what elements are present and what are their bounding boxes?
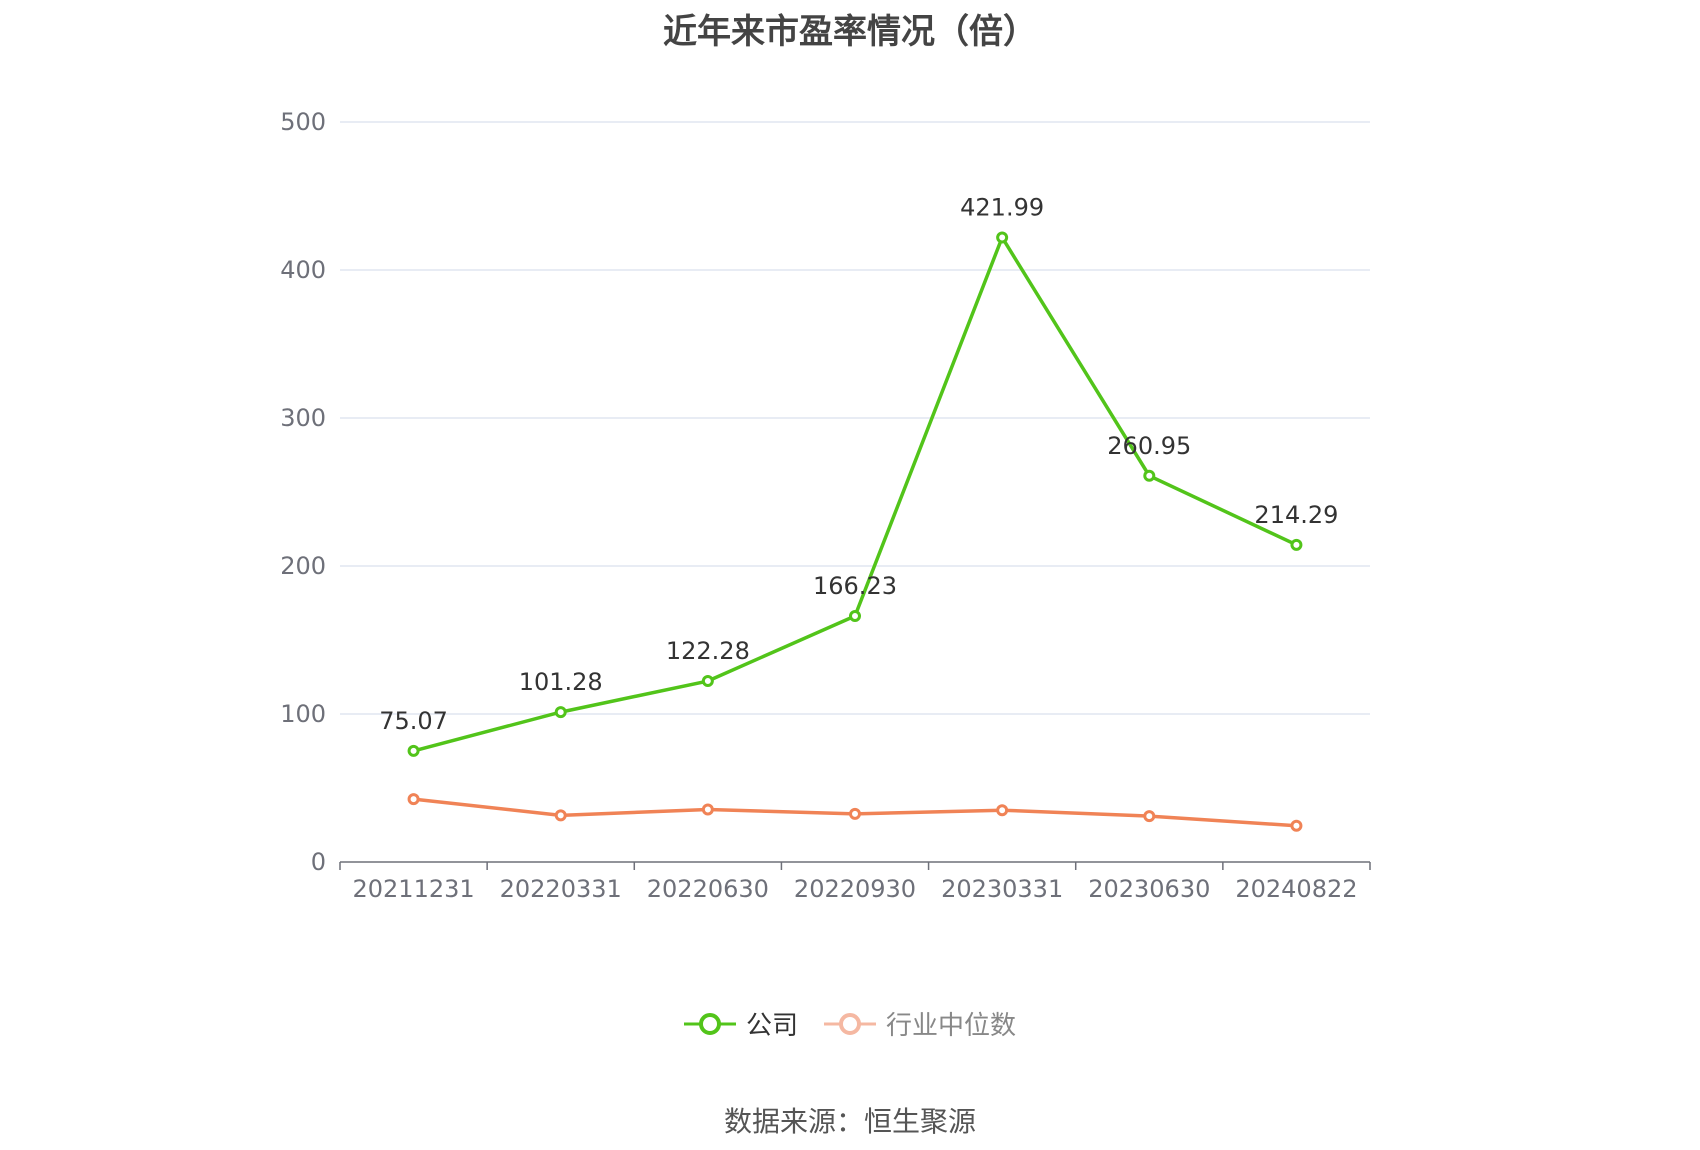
legend-label-company: 公司 [745, 1011, 798, 1041]
data-point-industry-median [849, 807, 861, 820]
data-point-company [1143, 469, 1156, 482]
x-tick-label: 20230630 [1088, 875, 1210, 903]
legend-item-company[interactable]: 公司 [683, 1005, 798, 1042]
data-point-company [849, 609, 861, 622]
y-tick-label: 200 [280, 552, 326, 580]
data-point-company [1290, 538, 1303, 551]
y-tick-label: 400 [280, 256, 326, 284]
data-label: 166.23 [813, 572, 897, 600]
x-tick-label: 20220331 [500, 875, 622, 903]
data-point-industry-median [701, 803, 714, 816]
legend-marker-industry-median [824, 1012, 876, 1035]
y-tick-label: 500 [280, 108, 326, 136]
x-tick-label: 20230331 [941, 875, 1063, 903]
x-tick-label: 20220630 [647, 875, 769, 903]
legend: 公司 行业中位数 [0, 1005, 1700, 1042]
y-tick-label: 0 [311, 848, 326, 876]
legend-label-industry-median: 行业中位数 [886, 1011, 1017, 1041]
data-point-industry-median [407, 793, 420, 806]
data-label: 421.99 [960, 193, 1044, 221]
y-tick-label: 100 [280, 700, 326, 728]
data-label: 260.95 [1107, 432, 1191, 460]
data-label-layer: 75.07 101.28 122.28 166.23 421.99 260.95 214.2… [379, 193, 1338, 734]
x-tick-label: 20220930 [794, 875, 916, 903]
x-tick-label: 20240822 [1235, 875, 1357, 903]
data-point-industry-median [554, 809, 567, 822]
x-tick-label: 20211231 [352, 875, 474, 903]
data-point-company [701, 675, 714, 688]
data-point-company [407, 744, 420, 757]
chart-title: 近年来市盈率情况（倍） [663, 12, 1037, 52]
grid-layer [340, 121, 1370, 715]
data-point-company [554, 706, 567, 719]
data-label: 75.07 [379, 707, 448, 735]
data-label: 101.28 [519, 668, 603, 696]
y-tick-label: 300 [280, 404, 326, 432]
data-point-industry-median [996, 804, 1009, 817]
data-point-industry-median [1143, 810, 1156, 823]
legend-item-industry-median[interactable]: 行业中位数 [824, 1005, 1016, 1042]
axis-layer: 0 100 200 300 400 500 20211231 20220331 20220630… [280, 108, 1371, 903]
data-point-industry-median [1290, 819, 1303, 832]
data-label: 214.29 [1254, 501, 1338, 529]
data-point-company [996, 231, 1009, 244]
legend-marker-company [683, 1012, 736, 1035]
source-note: 数据来源：恒生聚源 [723, 1105, 976, 1138]
data-label: 122.28 [666, 637, 750, 665]
series-layer [407, 231, 1303, 832]
